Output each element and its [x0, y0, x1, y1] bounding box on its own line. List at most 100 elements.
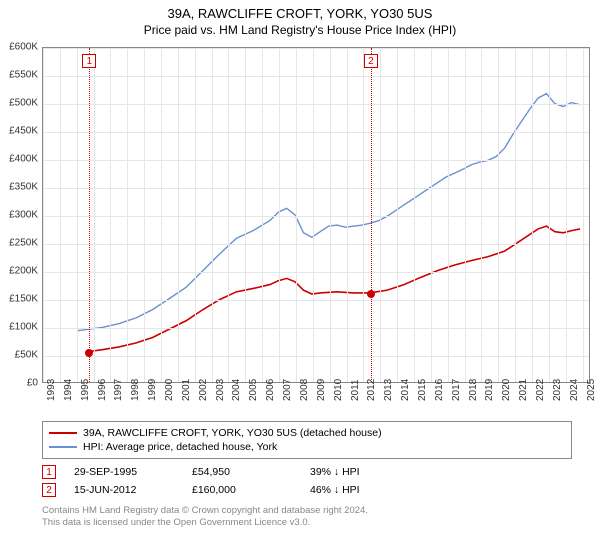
x-axis-label: 1998 — [130, 379, 141, 401]
txn-date: 29-SEP-1995 — [74, 466, 174, 478]
footnote-line: Contains HM Land Registry data © Crown c… — [42, 505, 572, 517]
gridline-v — [481, 48, 482, 382]
x-axis-label: 1993 — [46, 379, 57, 401]
gridline-h — [43, 104, 589, 105]
x-axis-label: 2005 — [248, 379, 259, 401]
gridline-h — [43, 272, 589, 273]
transaction-row: 1 29-SEP-1995 £54,950 39% ↓ HPI — [42, 463, 572, 481]
gridline-v — [313, 48, 314, 382]
y-axis-label: £450K — [0, 126, 38, 137]
gridline-v — [498, 48, 499, 382]
gridline-h — [43, 216, 589, 217]
txn-delta: 46% ↓ HPI — [310, 484, 410, 496]
y-axis-label: £50K — [0, 350, 38, 361]
gridline-v — [397, 48, 398, 382]
x-axis-label: 1999 — [147, 379, 158, 401]
gridline-v — [212, 48, 213, 382]
x-axis-label: 2000 — [164, 379, 175, 401]
x-axis-label: 2009 — [316, 379, 327, 401]
footnote: Contains HM Land Registry data © Crown c… — [42, 505, 572, 530]
y-axis-label: £400K — [0, 154, 38, 165]
x-axis-label: 1997 — [113, 379, 124, 401]
x-axis-label: 2011 — [350, 379, 361, 401]
transactions: 1 29-SEP-1995 £54,950 39% ↓ HPI 2 15-JUN… — [42, 463, 572, 499]
gridline-v — [296, 48, 297, 382]
gridline-v — [532, 48, 533, 382]
y-axis-label: £350K — [0, 182, 38, 193]
x-axis-label: 1995 — [80, 379, 91, 401]
x-axis-label: 2017 — [451, 379, 462, 401]
gridline-v — [347, 48, 348, 382]
gridline-v — [549, 48, 550, 382]
x-axis-label: 2010 — [333, 379, 344, 401]
marker-line — [371, 48, 372, 382]
y-axis-label: £500K — [0, 98, 38, 109]
chart-title: 39A, RAWCLIFFE CROFT, YORK, YO30 5US — [0, 0, 600, 21]
gridline-v — [178, 48, 179, 382]
x-axis-label: 2014 — [400, 379, 411, 401]
gridline-h — [43, 356, 589, 357]
x-axis-label: 2007 — [282, 379, 293, 401]
x-axis-label: 2008 — [299, 379, 310, 401]
gridline-h — [43, 244, 589, 245]
transaction-row: 2 15-JUN-2012 £160,000 46% ↓ HPI — [42, 481, 572, 499]
legend-row-price: 39A, RAWCLIFFE CROFT, YORK, YO30 5US (de… — [49, 426, 565, 440]
gridline-v — [228, 48, 229, 382]
x-axis-label: 2006 — [265, 379, 276, 401]
gridline-v — [448, 48, 449, 382]
x-axis-label: 2004 — [231, 379, 242, 401]
gridline-h — [43, 76, 589, 77]
gridline-v — [161, 48, 162, 382]
footnote-line: This data is licensed under the Open Gov… — [42, 517, 572, 529]
x-axis-label: 2002 — [198, 379, 209, 401]
x-axis-label: 2019 — [484, 379, 495, 401]
gridline-v — [77, 48, 78, 382]
y-axis-label: £600K — [0, 42, 38, 53]
gridline-v — [330, 48, 331, 382]
gridline-h — [43, 48, 589, 49]
gridline-v — [245, 48, 246, 382]
marker-line — [89, 48, 90, 382]
y-axis-label: £250K — [0, 238, 38, 249]
gridline-v — [515, 48, 516, 382]
gridline-v — [262, 48, 263, 382]
x-axis-label: 2016 — [434, 379, 445, 401]
x-axis-label: 2001 — [181, 379, 192, 401]
gridline-h — [43, 328, 589, 329]
x-axis-label: 2018 — [468, 379, 479, 401]
legend-label-hpi: HPI: Average price, detached house, York — [83, 441, 277, 453]
gridline-v — [127, 48, 128, 382]
x-axis-label: 2021 — [518, 379, 529, 401]
txn-marker-1: 1 — [42, 465, 56, 479]
x-axis-label: 2020 — [501, 379, 512, 401]
gridline-v — [94, 48, 95, 382]
x-axis-label: 2023 — [552, 379, 563, 401]
gridline-v — [465, 48, 466, 382]
line-series-svg — [43, 48, 589, 382]
gridline-v — [144, 48, 145, 382]
chart: 12 £0£50K£100K£150K£200K£250K£300K£350K£… — [0, 43, 600, 413]
marker-flag: 2 — [364, 54, 378, 68]
y-axis-label: £100K — [0, 322, 38, 333]
gridline-h — [43, 300, 589, 301]
x-axis-label: 2012 — [366, 379, 377, 401]
gridline-v — [414, 48, 415, 382]
x-axis-label: 1996 — [97, 379, 108, 401]
gridline-h — [43, 188, 589, 189]
legend-row-hpi: HPI: Average price, detached house, York — [49, 440, 565, 454]
plot-area: 12 — [42, 47, 590, 383]
gridline-v — [380, 48, 381, 382]
gridline-v — [583, 48, 584, 382]
x-axis-label: 2025 — [586, 379, 597, 401]
marker-dot — [367, 290, 375, 298]
gridline-v — [279, 48, 280, 382]
x-axis-label: 2013 — [383, 379, 394, 401]
series-hpi — [77, 94, 580, 331]
gridline-v — [60, 48, 61, 382]
txn-delta: 39% ↓ HPI — [310, 466, 410, 478]
marker-dot — [85, 349, 93, 357]
x-axis-label: 2015 — [417, 379, 428, 401]
y-axis-label: £0 — [0, 378, 38, 389]
legend: 39A, RAWCLIFFE CROFT, YORK, YO30 5US (de… — [42, 421, 572, 459]
y-axis-label: £550K — [0, 70, 38, 81]
